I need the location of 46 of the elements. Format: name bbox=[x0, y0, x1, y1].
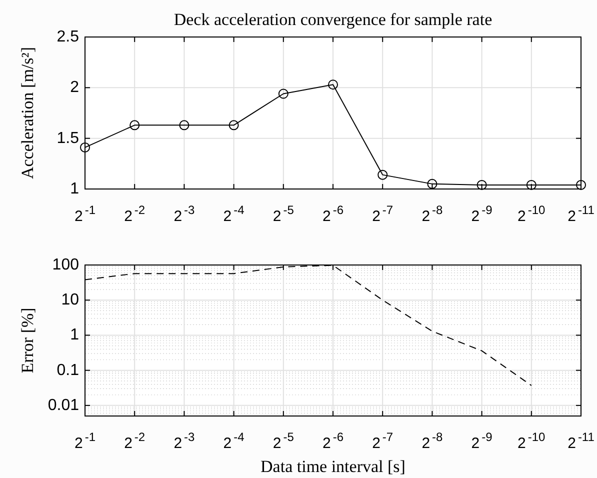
x-tick-label: 2$^{-8}$ bbox=[422, 203, 444, 225]
x-tick-label: 2$^{-5}$ bbox=[272, 203, 294, 225]
x-tick-label: 2$^{-2}$ bbox=[124, 430, 146, 452]
point bbox=[427, 178, 438, 189]
point bbox=[476, 180, 487, 190]
x-axis-title: Data time interval [s] bbox=[260, 457, 406, 476]
x-tick-label: 2$^{-1}$ bbox=[74, 430, 96, 452]
x-tick-label: 2$^{-5}$ bbox=[272, 430, 294, 452]
y-tick-label: 2 bbox=[70, 79, 80, 96]
x-tick-label: 2$^{-11}$ bbox=[568, 430, 595, 452]
point bbox=[179, 120, 190, 130]
point bbox=[228, 120, 239, 130]
x-tick-label: 2$^{-6}$ bbox=[322, 430, 344, 452]
point bbox=[80, 142, 90, 152]
y-tick-label: 0.1 bbox=[56, 362, 80, 379]
x-tick-label: 2$^{-2}$ bbox=[124, 203, 146, 225]
chart-title: Deck acceleration convergence for sample rate bbox=[174, 10, 492, 29]
y-tick-label: 100 bbox=[52, 256, 80, 274]
x-tick-label: 2$^{-11}$ bbox=[568, 203, 595, 225]
x-tick-label: 2$^{-1}$ bbox=[74, 203, 96, 225]
x-tick-label: 2$^{-7}$ bbox=[372, 203, 394, 225]
point bbox=[526, 180, 536, 190]
y-axis-title: Acceleration [m/s²] bbox=[18, 46, 37, 180]
x-tick-label: 2$^{-6}$ bbox=[322, 203, 344, 225]
point bbox=[130, 120, 140, 130]
y-tick-label: 1 bbox=[70, 180, 80, 198]
y-tick-label: 2.5 bbox=[56, 28, 80, 46]
x-tick-label: 2$^{-8}$ bbox=[422, 430, 444, 452]
x-tick-label: 2$^{-9}$ bbox=[471, 430, 493, 452]
point bbox=[328, 80, 338, 90]
y-axis-title: Error [%] bbox=[18, 308, 37, 374]
y-tick-label: 1.5 bbox=[56, 130, 80, 147]
x-tick-label: 2$^{-9}$ bbox=[471, 203, 493, 225]
x-tick-label: 2$^{-4}$ bbox=[223, 203, 245, 225]
x-tick-label: 2$^{-10}$ bbox=[518, 430, 546, 452]
y-tick-label: 1 bbox=[70, 326, 80, 344]
x-tick-label: 2$^{-7}$ bbox=[372, 430, 394, 452]
x-tick-label: 2$^{-4}$ bbox=[223, 430, 245, 452]
y-tick-label: 10 bbox=[61, 292, 80, 309]
x-tick-label: 2$^{-3}$ bbox=[174, 203, 196, 225]
point bbox=[576, 180, 586, 190]
x-tick-label: 2$^{-10}$ bbox=[518, 203, 546, 225]
point bbox=[378, 170, 388, 180]
y-tick-label: 0.01 bbox=[48, 396, 80, 414]
x-tick-label: 2$^{-3}$ bbox=[174, 430, 196, 452]
point bbox=[278, 88, 288, 99]
